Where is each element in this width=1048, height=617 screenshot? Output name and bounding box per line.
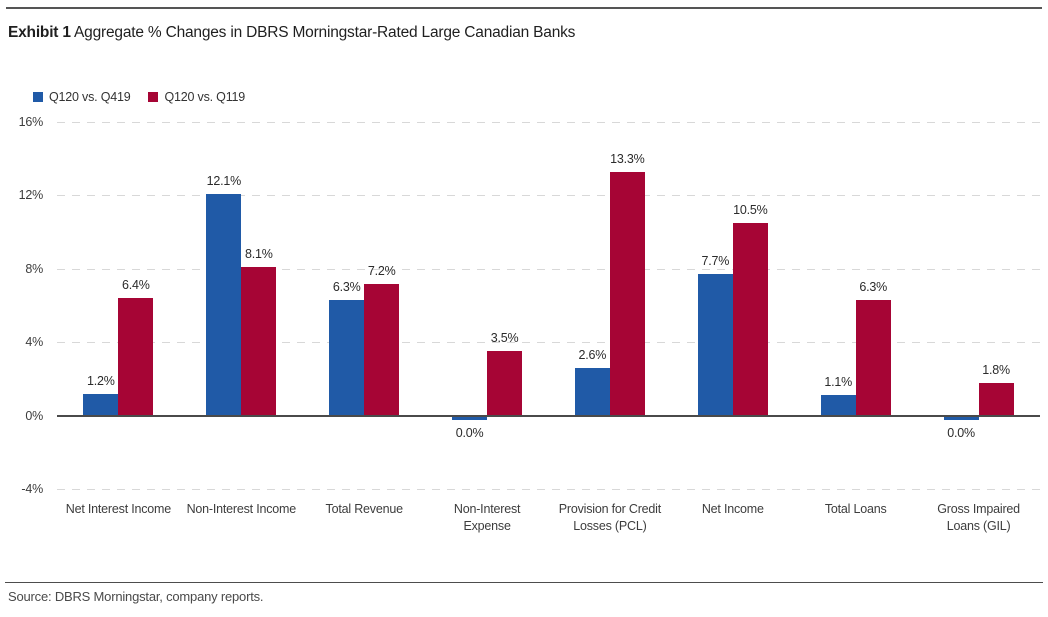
bar-q120-vs-q419-0 — [83, 393, 119, 416]
bar-q120-vs-q119-4 — [609, 171, 645, 416]
y-axis-tick-label: 0% — [25, 408, 43, 423]
gridline-8% — [57, 268, 1040, 270]
category-label-line: Loans (GIL) — [946, 518, 1011, 533]
legend-swatch-crimson — [148, 92, 159, 102]
y-axis-tick-label: 8% — [25, 261, 43, 276]
legend-label: Q120 vs. Q419 — [49, 90, 131, 104]
bar-q120-vs-q419-1 — [206, 193, 242, 416]
top-rule — [6, 7, 1042, 9]
x-axis-line — [57, 414, 1040, 417]
bar-q120-vs-q419-2 — [329, 300, 365, 416]
data-label: 1.2% — [87, 373, 115, 388]
category-label-line: Net Interest Income — [65, 502, 172, 516]
category-label-line: Provision for Credit — [558, 502, 662, 516]
category-label-0: Net Interest Income — [43, 501, 193, 518]
bar-q120-vs-q119-6 — [855, 300, 891, 416]
y-axis-tick-label: -4% — [21, 482, 43, 496]
category-label-line: Total Revenue — [325, 502, 404, 516]
data-label: 13.3% — [610, 151, 645, 166]
data-label: 12.1% — [206, 173, 242, 188]
y-axis-tick-label: 16% — [18, 115, 44, 129]
data-label: 6.3% — [859, 280, 888, 294]
data-label: 8.1% — [244, 247, 273, 261]
category-label-2: Total Revenue — [289, 501, 439, 518]
bar-q120-vs-q419-6 — [820, 395, 856, 416]
y-axis-tick-label: 12% — [18, 188, 44, 203]
bar-q120-vs-q119-2 — [364, 283, 400, 416]
bar-q120-vs-q419-7 — [943, 417, 979, 421]
data-label: 0.0% — [947, 425, 975, 440]
category-label-7: Gross Impaired Loans (GIL) — [904, 501, 1048, 534]
legend-item-q120-vs-q419: Q120 vs. Q419 — [33, 90, 131, 104]
category-label-1: Non-Interest Income — [166, 501, 316, 518]
category-label-line: Non-Interest Income — [186, 502, 297, 516]
category-label-4: Provision for Credit Losses (PCL) — [535, 501, 685, 534]
gridline--4% — [57, 489, 1040, 490]
category-label-line: Non-Interest — [453, 502, 521, 516]
legend-item-q120-vs-q119: Q120 vs. Q119 — [148, 90, 245, 104]
data-label: 1.1% — [824, 375, 853, 390]
data-label: 1.8% — [982, 362, 1010, 377]
title-text: Aggregate % Changes in DBRS Morningstar-… — [70, 24, 576, 41]
data-label: 7.7% — [701, 254, 730, 269]
bar-q120-vs-q119-0 — [118, 298, 154, 416]
bar-q120-vs-q119-5 — [732, 222, 768, 416]
gridline-16% — [57, 122, 1040, 123]
bar-q120-vs-q419-4 — [574, 367, 610, 416]
chart-legend: Q120 vs. Q419 Q120 vs. Q119 — [33, 90, 245, 104]
data-label: 3.5% — [490, 331, 519, 346]
bar-q120-vs-q119-7 — [978, 382, 1014, 416]
category-label-6: Total Loans — [781, 501, 931, 518]
category-label-3: Non-Interest Expense — [412, 501, 562, 534]
data-label: 2.6% — [578, 347, 607, 362]
category-label-line: Net Income — [701, 502, 764, 516]
bar-q120-vs-q419-3 — [452, 417, 488, 421]
category-label-5: Net Income — [658, 501, 808, 518]
category-label-line: Expense — [463, 518, 511, 533]
data-label: 6.3% — [332, 280, 361, 294]
bar-q120-vs-q119-3 — [487, 351, 523, 416]
bottom-rule — [5, 582, 1043, 583]
bar-q120-vs-q119-1 — [241, 267, 277, 416]
data-label: 0.0% — [455, 425, 484, 440]
bar-q120-vs-q419-5 — [697, 274, 733, 416]
data-label: 6.4% — [122, 278, 150, 293]
page-title: Exhibit 1 Aggregate % Changes in DBRS Mo… — [8, 24, 575, 42]
legend-label: Q120 vs. Q119 — [164, 90, 246, 104]
data-label: 7.2% — [367, 263, 396, 278]
gridline-4% — [57, 342, 1040, 344]
legend-swatch-blue — [33, 92, 43, 102]
y-axis-tick-label: 4% — [25, 335, 43, 350]
gridline-12% — [57, 195, 1040, 197]
exhibit-label: Exhibit 1 — [8, 24, 71, 41]
source-note: Source: DBRS Morningstar, company report… — [8, 589, 264, 604]
category-label-line: Total Loans — [824, 502, 887, 516]
category-label-line: Gross Impaired — [937, 502, 1020, 516]
category-label-line: Losses (PCL) — [573, 518, 647, 533]
data-label: 10.5% — [733, 202, 768, 217]
